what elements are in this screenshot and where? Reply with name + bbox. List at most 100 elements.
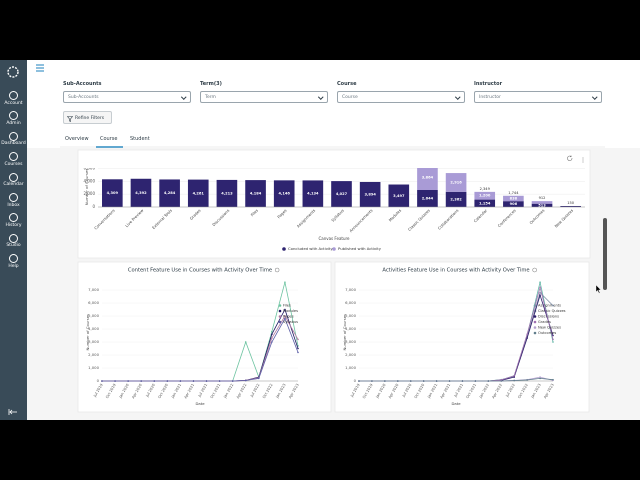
- more-menu[interactable]: [582, 157, 584, 163]
- refresh-button[interactable]: [567, 155, 573, 161]
- nav-label[interactable]: Courses: [4, 161, 23, 167]
- bar-plot: 0 2,000 4,000 6,000 4,309 4,392 4,284 4,261 4,21…: [84, 168, 585, 209]
- y-tick-label: 6,000: [88, 300, 99, 305]
- legend-swatch: [533, 320, 537, 324]
- bar-value-label: 4,392: [135, 191, 147, 195]
- point-marker: [205, 380, 208, 382]
- x-tick-label: Jan 2023: [530, 383, 542, 400]
- tab[interactable]: Overview: [65, 136, 89, 142]
- bar-segment: [417, 190, 438, 207]
- point-marker: [552, 334, 554, 337]
- nav-icon[interactable]: [9, 172, 18, 182]
- bar-value-label: 4,027: [336, 192, 348, 196]
- dropdown[interactable]: Term: [200, 91, 328, 103]
- nav-label[interactable]: Inbox: [7, 202, 20, 208]
- legend-swatch: [533, 331, 537, 335]
- nav-label[interactable]: Dashboard: [1, 141, 26, 147]
- point-marker: [539, 377, 541, 380]
- nav-icon[interactable]: [9, 233, 18, 243]
- nav-icon[interactable]: [9, 213, 18, 223]
- menu-toggle[interactable]: [36, 64, 44, 72]
- nav-icon[interactable]: [9, 111, 18, 121]
- refine-filters-button[interactable]: Refine Filters: [63, 111, 112, 124]
- x-tick-label: Apr 2023: [288, 383, 300, 399]
- nav-icon[interactable]: [9, 152, 18, 162]
- dropdown[interactable]: Instructor: [474, 91, 602, 103]
- legend-swatch: [278, 304, 282, 307]
- chevron: [591, 94, 597, 100]
- y-tick-label: 3,000: [88, 339, 99, 344]
- nav-label[interactable]: Help: [8, 263, 19, 269]
- nav-icon[interactable]: [9, 193, 18, 202]
- legend-label: Discussions: [538, 315, 559, 319]
- legend-label: Published with Activity: [338, 246, 382, 251]
- x-tick-label: Apr 2022: [236, 383, 248, 399]
- point-marker: [513, 379, 515, 382]
- tab[interactable]: Student: [130, 136, 150, 142]
- bar-segment: [359, 181, 381, 207]
- nav-icon[interactable]: [9, 91, 18, 100]
- scrollbar[interactable]: [603, 218, 607, 290]
- point-marker: [552, 341, 554, 343]
- point-marker: [231, 380, 234, 382]
- cursor: [595, 284, 602, 294]
- y-tick-label: 4,000: [345, 326, 356, 331]
- point-marker: [409, 380, 412, 382]
- y-tick-label: 1,000: [345, 365, 356, 370]
- point-marker: [526, 379, 528, 381]
- x-axis-label: Date: [195, 401, 205, 406]
- y-tick-label: 2,000: [88, 352, 99, 357]
- point-marker: [297, 351, 299, 354]
- nav-icon[interactable]: [9, 131, 18, 141]
- bar-segment: [445, 191, 467, 207]
- x-tick-label: Jul 2021: [453, 383, 464, 399]
- filter-label: Sub-Accounts: [63, 81, 102, 87]
- point-marker: [513, 375, 515, 377]
- x-tick-label: Jul 2019: [349, 382, 361, 398]
- point-marker: [297, 338, 299, 341]
- nav-label[interactable]: History: [5, 222, 22, 228]
- y-tick-label: 5,000: [88, 313, 99, 318]
- point-marker: [127, 380, 129, 382]
- point-marker: [448, 380, 451, 382]
- nav-label[interactable]: Account: [4, 100, 23, 106]
- x-tick-label: Jan 2022: [223, 383, 235, 400]
- bar-value-label: 1,200: [479, 194, 491, 198]
- legend-label: Modules: [283, 309, 298, 313]
- logo[interactable]: [7, 66, 19, 78]
- dropdown[interactable]: Sub-Accounts: [63, 91, 191, 103]
- point-marker: [114, 380, 116, 382]
- collapse-nav[interactable]: [8, 409, 17, 415]
- chart-title: Activities Feature Use in Courses with A…: [382, 268, 529, 274]
- bar-value-label: 4,309: [107, 191, 119, 195]
- x-tick-label: Jan 2021: [426, 383, 438, 400]
- y-axis-label: Number of Courses: [84, 169, 89, 206]
- point-marker: [539, 291, 541, 294]
- bar-segment: [102, 179, 123, 207]
- nav-label[interactable]: Studio: [6, 243, 21, 249]
- point-marker: [384, 380, 386, 382]
- nav-icon[interactable]: [9, 254, 18, 264]
- point-marker: [271, 337, 273, 339]
- y-tick-label: 1,000: [88, 365, 99, 370]
- x-tick-label: Jan 2022: [478, 383, 490, 400]
- point-marker: [487, 380, 490, 382]
- tab[interactable]: Course: [100, 136, 118, 142]
- bar-value-label: 2,362: [450, 197, 462, 201]
- bar-segment: [331, 181, 352, 207]
- info-icon: [532, 267, 537, 273]
- nav-label[interactable]: Calendar: [3, 182, 24, 188]
- y-tick-label: 5,000: [345, 313, 356, 318]
- bar-segment: [503, 195, 524, 202]
- x-tick-label: Oct 2021: [465, 383, 477, 399]
- legend-label: Assignments: [538, 304, 561, 308]
- dropdown[interactable]: Course: [337, 91, 465, 103]
- y-tick-label: 0: [354, 378, 357, 383]
- nav-label[interactable]: Admin: [6, 120, 21, 126]
- y-tick-label: 2,000: [84, 191, 96, 196]
- bar-value-label: 4,134: [307, 192, 319, 196]
- legend-swatch: [278, 315, 282, 318]
- point-marker: [461, 380, 464, 382]
- point-marker: [474, 380, 477, 382]
